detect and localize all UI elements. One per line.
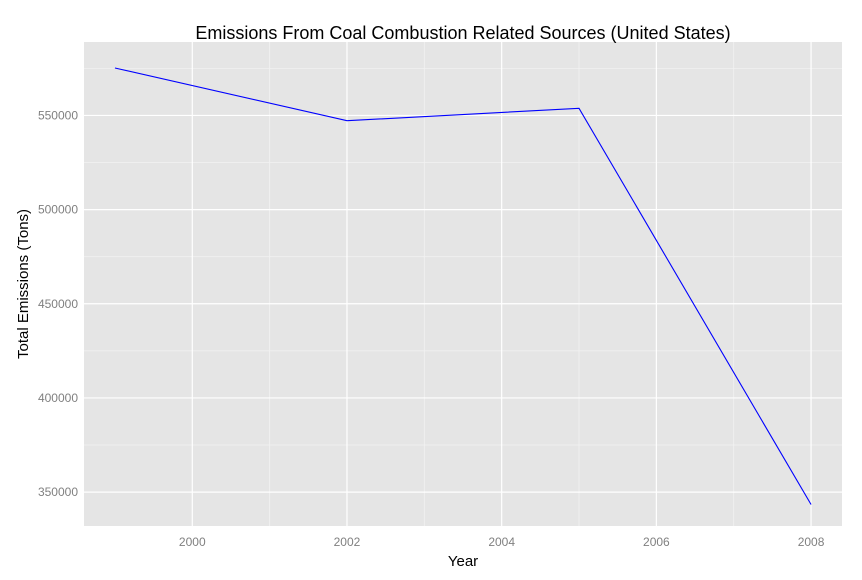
y-tick-label: 400000 (38, 391, 78, 405)
series-line (114, 67, 812, 505)
y-tick-label: 350000 (38, 485, 78, 499)
y-tick-label: 550000 (38, 108, 78, 122)
chart-title: Emissions From Coal Combustion Related S… (195, 23, 730, 43)
x-tick-label: 2008 (798, 535, 825, 549)
x-tick-label: 2002 (334, 535, 361, 549)
y-tick-label: 450000 (38, 297, 78, 311)
x-tick-labels: 2000 2002 2004 2006 2008 (179, 535, 825, 549)
y-axis-label: Total Emissions (Tons) (15, 209, 32, 359)
x-tick-label: 2006 (643, 535, 670, 549)
x-axis-label: Year (448, 553, 478, 570)
y-tick-label: 500000 (38, 203, 78, 217)
series-group (114, 67, 812, 505)
major-gridlines (84, 42, 842, 526)
minor-gridlines (84, 42, 842, 526)
x-tick-label: 2000 (179, 535, 206, 549)
y-tick-labels: 350000 400000 450000 500000 550000 (38, 108, 78, 499)
x-tick-label: 2004 (488, 535, 515, 549)
